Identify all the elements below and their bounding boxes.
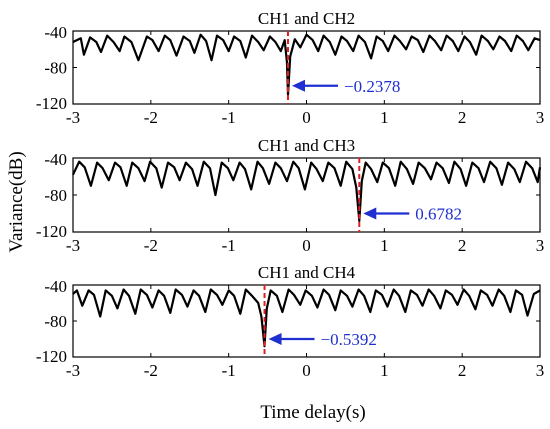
y-tick-label: -80 [44,186,67,205]
x-tick-label: -3 [66,361,80,380]
panel-ch1-ch2: CH1 and CH2 -3 -2 -1 0 1 2 3 -40 -80 -120 −0.2378 [36,9,544,127]
peak-arrow-head [291,79,305,92]
x-tick-label: 3 [536,236,545,255]
variance-series-line [72,33,541,97]
x-tick-label: 2 [458,361,467,380]
y-tick-label: -120 [36,347,67,366]
panel-title: CH1 and CH3 [258,136,355,155]
y-tick-label: -80 [44,312,67,331]
x-tick-label: 0 [302,108,311,127]
x-tick-label: 0 [302,236,311,255]
y-tick-label: -80 [44,59,67,78]
peak-arrow-head [268,333,282,345]
y-axis-label: Variance(dB) [6,151,27,252]
x-tick-label: 0 [302,361,311,380]
y-tick-label: -40 [44,150,67,169]
panel-ch1-ch4: CH1 and CH4 -3 -2 -1 0 1 2 3 -40 -80 -120 −0.5392 [36,263,544,380]
peak-arrow-head [363,207,377,220]
x-tick-label: 1 [380,236,389,255]
x-tick-label: -3 [66,236,80,255]
x-tick-label: 1 [380,361,389,380]
x-tick-label: 3 [536,108,545,127]
panel-ch1-ch3: CH1 and CH3 -3 -2 -1 0 1 2 3 -40 -80 -120 0.6782 [36,136,544,255]
x-tick-label: -2 [144,108,158,127]
peak-value-label: −0.5392 [321,330,377,349]
y-tick-label: -120 [36,222,67,241]
x-tick-label: 1 [380,108,389,127]
panel-title: CH1 and CH2 [258,9,355,28]
variance-series-line [72,288,541,348]
y-tick-label: -120 [36,94,67,113]
x-tick-label: 2 [458,108,467,127]
x-tick-label: 3 [536,361,545,380]
x-tick-label: 2 [458,236,467,255]
panel-title: CH1 and CH4 [258,263,356,282]
peak-value-label: −0.2378 [344,77,400,96]
y-tick-label: -40 [44,23,67,42]
x-tick-label: -2 [144,236,158,255]
x-axis-label: Time delay(s) [260,402,365,423]
x-tick-label: -3 [66,108,80,127]
x-tick-label: -1 [222,361,236,380]
variance-series-line [72,160,542,222]
y-tick-label: -40 [44,277,67,296]
x-tick-label: -1 [222,108,236,127]
x-tick-label: -1 [222,236,236,255]
x-tick-label: -2 [144,361,158,380]
peak-value-label: 0.6782 [415,205,462,224]
